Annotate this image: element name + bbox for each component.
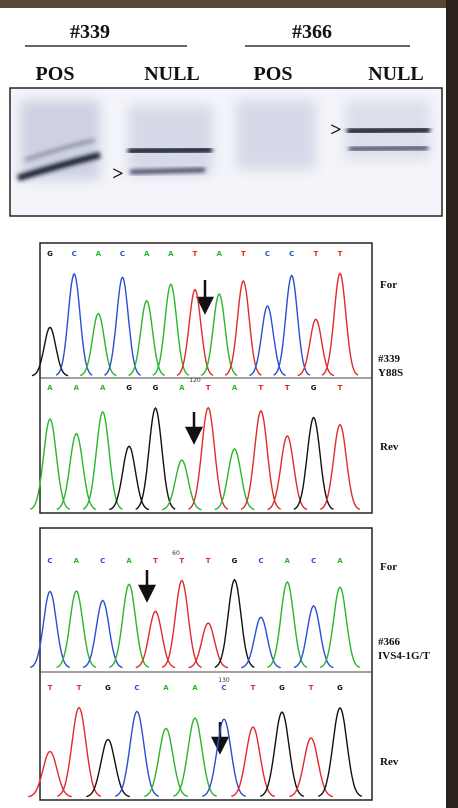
base-call: C	[221, 684, 226, 692]
base-call: A	[100, 384, 106, 392]
sample-label: #366	[378, 636, 401, 648]
base-call: C	[289, 250, 294, 258]
base-call: C	[265, 250, 270, 258]
lane-label: NULL	[144, 63, 200, 85]
base-call: G	[47, 250, 53, 258]
base-call: A	[163, 684, 169, 692]
right-strip	[446, 0, 458, 808]
base-call: A	[74, 384, 80, 392]
sample-label: #339	[378, 353, 401, 365]
base-call: A	[144, 250, 150, 258]
base-call: T	[338, 250, 343, 258]
base-call: C	[311, 557, 316, 565]
base-call: G	[337, 684, 343, 692]
base-call: A	[168, 250, 174, 258]
base-call: C	[47, 557, 52, 565]
base-call: T	[251, 684, 256, 692]
base-call: C	[120, 250, 125, 258]
base-call: G	[311, 384, 317, 392]
base-call: A	[179, 384, 185, 392]
mutation-label: IVS4-1G/T	[378, 650, 431, 662]
base-call: T	[77, 684, 82, 692]
base-call: A	[337, 557, 343, 565]
position-label: 120	[189, 377, 201, 384]
direction-label: Rev	[380, 756, 399, 768]
base-call: T	[259, 384, 264, 392]
base-call: G	[232, 557, 238, 565]
base-call: A	[47, 384, 53, 392]
base-call: A	[192, 684, 198, 692]
base-call: C	[134, 684, 139, 692]
base-call: C	[72, 250, 77, 258]
base-call: C	[100, 557, 105, 565]
group-label: #339	[70, 21, 110, 43]
band-marker: >	[112, 163, 123, 185]
base-call: T	[179, 557, 184, 565]
base-call: A	[216, 250, 222, 258]
base-call: T	[313, 250, 318, 258]
base-call: T	[309, 684, 314, 692]
base-call: G	[105, 684, 111, 692]
base-call: T	[153, 557, 158, 565]
base-call: T	[241, 250, 246, 258]
base-call: A	[232, 384, 238, 392]
lane-label: POS	[254, 63, 293, 85]
base-call: T	[206, 384, 211, 392]
lane-label: NULL	[368, 63, 424, 85]
base-call: A	[74, 557, 80, 565]
base-call: G	[279, 684, 285, 692]
position-label: 130	[218, 677, 230, 684]
base-call: A	[96, 250, 102, 258]
position-label: 60	[172, 550, 180, 557]
base-call: A	[285, 557, 291, 565]
gel	[10, 88, 442, 216]
base-call: T	[338, 384, 343, 392]
group-label: #366	[292, 21, 332, 43]
base-call: T	[193, 250, 198, 258]
base-call: T	[206, 557, 211, 565]
base-call: G	[153, 384, 159, 392]
direction-label: For	[380, 279, 397, 291]
base-call: T	[285, 384, 290, 392]
base-call: G	[126, 384, 132, 392]
direction-label: Rev	[380, 441, 399, 453]
figure: #339 #366 POS NULL POS NULL > >	[0, 0, 458, 808]
top-strip	[0, 0, 458, 8]
lane-label: POS	[36, 63, 75, 85]
band-marker: >	[330, 119, 341, 141]
base-call: A	[126, 557, 132, 565]
base-call: T	[48, 684, 53, 692]
mutation-label: Y88S	[378, 367, 403, 379]
base-call: C	[258, 557, 263, 565]
direction-label: For	[380, 561, 397, 573]
